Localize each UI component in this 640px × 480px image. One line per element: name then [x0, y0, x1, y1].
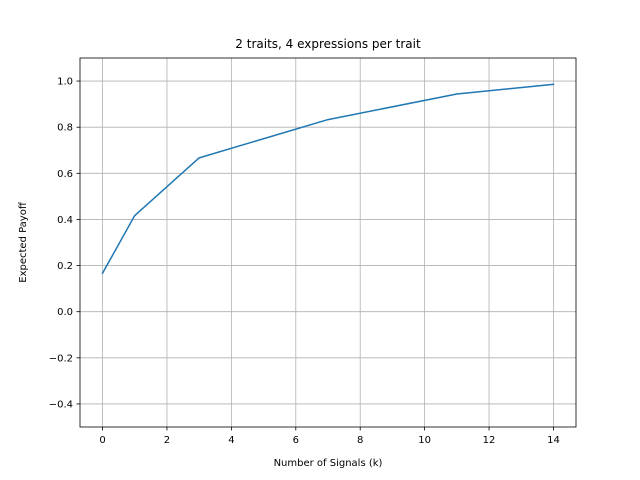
y-tick-label: 0.4	[57, 215, 73, 226]
plot-frame	[79, 57, 577, 428]
y-tick-label: 0.6	[57, 169, 73, 180]
y-tick-label: 0.2	[57, 261, 73, 272]
y-axis-label: Expected Payoff	[18, 201, 29, 283]
x-tick-label: 8	[357, 435, 363, 446]
x-tick-label: 4	[228, 435, 234, 446]
x-tick-label: 12	[483, 435, 496, 446]
x-tick-label: 6	[293, 435, 299, 446]
x-tick-label: 14	[547, 435, 560, 446]
x-axis-label: Number of Signals (k)	[274, 458, 383, 469]
grid	[80, 58, 576, 427]
y-tick-label: −0.4	[49, 399, 73, 410]
x-tick-label: 2	[164, 435, 170, 446]
series-line-0	[101, 83, 555, 275]
y-tick-label: 0.8	[57, 123, 73, 134]
series-layer	[101, 83, 555, 275]
x-tick-label: 10	[418, 435, 431, 446]
y-tick-label: 0.0	[57, 307, 73, 318]
y-tick-label: 1.0	[57, 77, 73, 88]
chart-title: 2 traits, 4 expressions per trait	[235, 37, 421, 51]
x-tick-label: 0	[99, 435, 105, 446]
ticks: 0 2 4 6 8 10 12 14 −0.4 −0.2 0.0 0.2 0.4 0.6 0.8 1.0	[49, 77, 560, 446]
y-tick-label: −0.2	[49, 353, 73, 364]
